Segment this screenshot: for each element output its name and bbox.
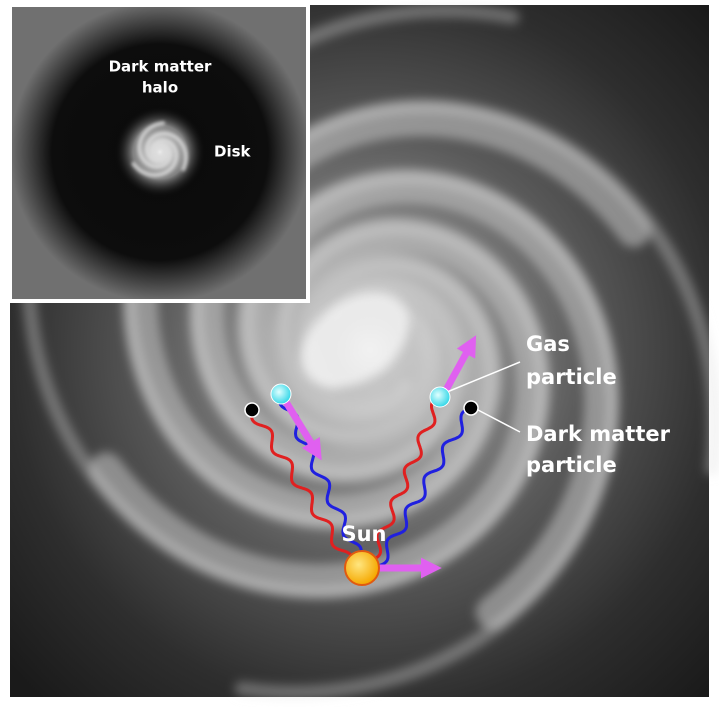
dark-matter-label: Dark matter — [526, 422, 671, 446]
sun — [345, 551, 379, 585]
sun-label: Sun — [341, 522, 386, 546]
page: Sun Gas particle Dark matter particle Da… — [0, 0, 719, 707]
dark-matter-label: particle — [526, 453, 617, 477]
gas-label: Gas — [526, 332, 570, 356]
illustration: Sun Gas particle Dark matter particle Da… — [0, 0, 719, 707]
halo-label: halo — [142, 79, 178, 97]
dark-matter-particle — [245, 403, 259, 417]
inset: Dark matter halo Disk — [8, 3, 310, 303]
gas-particle — [271, 384, 291, 404]
inset-disk — [115, 107, 205, 197]
gas-label: particle — [526, 365, 617, 389]
disk-label: Disk — [214, 143, 252, 161]
dark-matter-particle — [464, 401, 478, 415]
gas-particle — [430, 387, 450, 407]
halo-label: Dark matter — [109, 58, 212, 76]
